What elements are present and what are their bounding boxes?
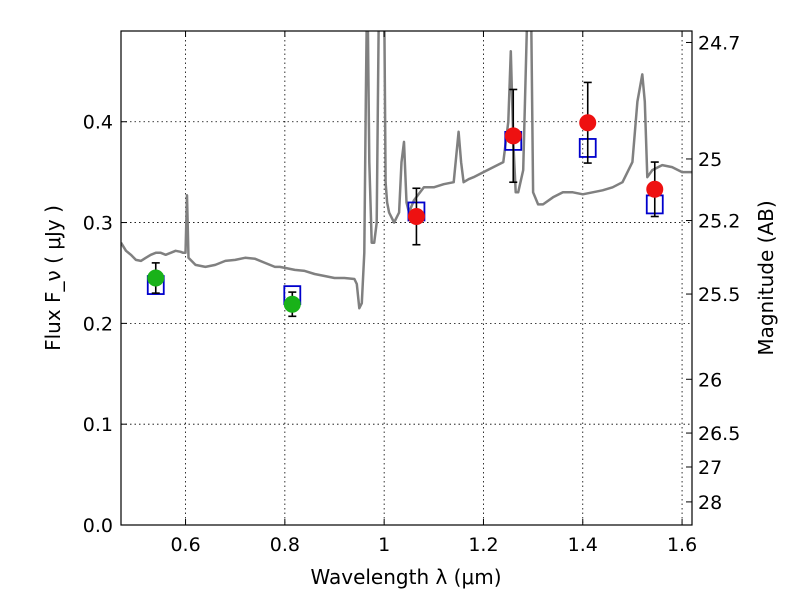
y-axis-right-label: Magnitude (AB) [754, 200, 778, 355]
nir-data-point [579, 114, 597, 132]
x-axis-label: Wavelength λ (μm) [310, 565, 501, 589]
nir-data-point [407, 208, 425, 226]
y-tick-label: 0.1 [83, 414, 113, 436]
mag-tick-label: 27 [698, 457, 722, 479]
x-tick-label: 1.2 [468, 534, 498, 556]
y-tick-label: 0.3 [83, 213, 113, 235]
mag-tick-label: 25.2 [698, 211, 740, 233]
mag-tick-label: 25 [698, 149, 722, 171]
mag-tick-label: 24.7 [698, 32, 740, 54]
x-tick-label: 0.8 [270, 534, 300, 556]
x-tick-label: 1.4 [568, 534, 598, 556]
x-tick-label: 1 [378, 534, 390, 556]
axis-ticks: 0.6 0.8 1 1.2 1.4 1.6 0.0 0.1 0.2 0.3 0.4 24.7 25 25.… [83, 31, 740, 556]
plot-frame [120, 30, 693, 526]
y-tick-label: 0.2 [83, 313, 113, 335]
mag-tick-label: 25.5 [698, 284, 740, 306]
y-axis-label: Flux F_ν ( μJy ) [41, 205, 65, 351]
mag-tick-label: 26.5 [698, 423, 740, 445]
spectrum-line [121, 31, 692, 310]
nir-data-point [504, 127, 522, 145]
optical-data-point [283, 295, 301, 313]
x-tick-label: 1.6 [667, 534, 697, 556]
x-tick-label: 0.6 [170, 534, 200, 556]
y-tick-label: 0.4 [83, 112, 113, 134]
mag-tick-label: 28 [698, 492, 722, 514]
mag-tick-label: 26 [698, 369, 722, 391]
y-tick-label: 0.0 [83, 515, 113, 537]
optical-data-point [147, 269, 165, 287]
nir-data-point [646, 180, 664, 198]
axis-labels: Wavelength λ (μm) Flux F_ν ( μJy ) Magni… [41, 200, 778, 589]
plot-area [121, 31, 692, 318]
